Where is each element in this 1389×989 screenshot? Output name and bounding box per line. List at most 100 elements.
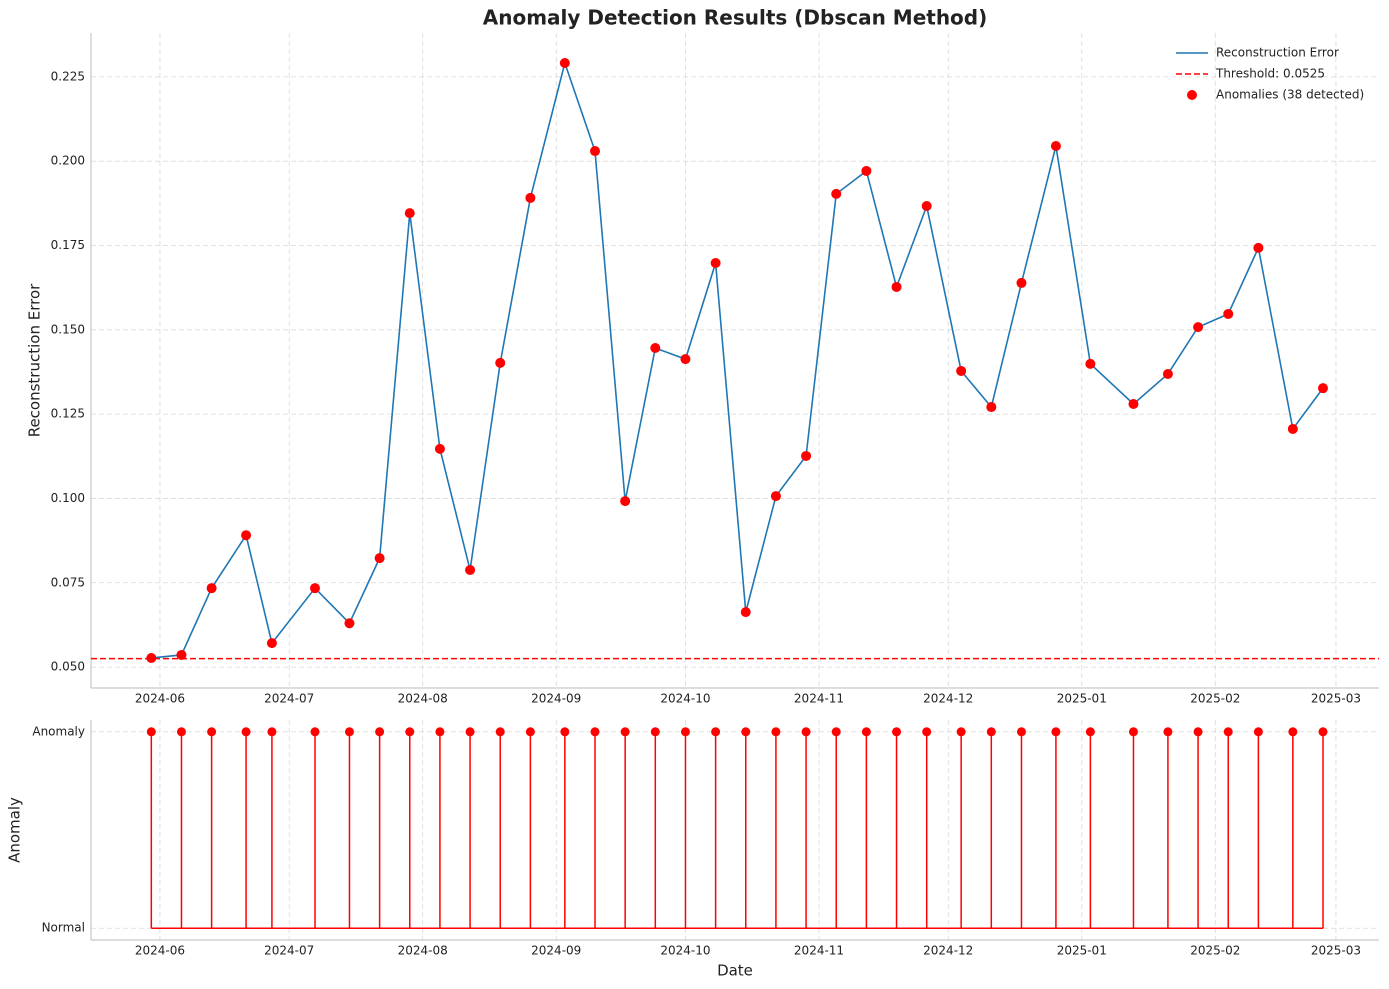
anomaly-point [495, 357, 506, 368]
stem-head [267, 727, 277, 737]
legend-key [1187, 90, 1197, 100]
x-tick-label: 2024-09 [531, 944, 581, 958]
stem-head [465, 727, 475, 737]
anomaly-point [176, 649, 187, 660]
x-tick-label: 2025-03 [1311, 692, 1361, 706]
anomaly-point [1050, 140, 1061, 151]
anomaly-point [921, 201, 932, 212]
y-tick-label: 0.050 [51, 660, 85, 674]
anomaly-point [344, 618, 355, 629]
stem-head [1051, 727, 1061, 737]
x-tick-label: 2024-11 [794, 944, 844, 958]
stem-head [1163, 727, 1173, 737]
x-tick-label: 2024-09 [531, 692, 581, 706]
anomaly-point [465, 564, 476, 575]
anomaly-point [1287, 423, 1298, 434]
y-tick-label: 0.075 [51, 575, 85, 589]
anomaly-point [680, 354, 691, 365]
stem-head [1223, 727, 1233, 737]
x-tick-label: 2025-02 [1190, 944, 1240, 958]
stem-head [1318, 727, 1328, 737]
anomaly-point [1193, 322, 1204, 333]
anomaly-point [1016, 277, 1027, 288]
stem-head [310, 727, 320, 737]
anomaly-point [1162, 368, 1173, 379]
anomaly-point [590, 146, 600, 157]
anomaly-point [1223, 308, 1234, 319]
anomaly-point [559, 58, 570, 69]
y-axis-label: Reconstruction Error [26, 283, 44, 437]
x-tick-label: 2024-06 [135, 692, 185, 706]
y-tick-label: 0.200 [51, 154, 85, 168]
stem-head [344, 727, 354, 737]
y-tick-label: 0.175 [51, 238, 85, 252]
legend-label: Threshold: 0.0525 [1215, 67, 1325, 81]
stem-head [956, 727, 966, 737]
stem-head [405, 727, 415, 737]
anomaly-point [310, 583, 320, 594]
stem-head [207, 727, 217, 737]
anomaly-point [801, 450, 812, 461]
x-tick-label: 2024-07 [264, 692, 314, 706]
stem-head [680, 727, 690, 737]
stem-head [146, 727, 156, 737]
anomaly-point [650, 343, 661, 354]
anomaly-point [956, 365, 967, 376]
chart-title: Anomaly Detection Results (Dbscan Method… [483, 6, 988, 30]
stem-head [892, 727, 902, 737]
x-tick-label: 2024-06 [135, 944, 185, 958]
x-tick-label: 2025-01 [1057, 692, 1107, 706]
stem-head [861, 727, 871, 737]
legend-label: Anomalies (38 detected) [1216, 88, 1364, 102]
stem-head [831, 727, 841, 737]
stem-head [771, 727, 781, 737]
y-tick-label: 0.225 [51, 69, 85, 83]
stem-head [176, 727, 186, 737]
anomaly-point [861, 165, 872, 176]
y-tick-label: Normal [42, 921, 85, 935]
x-axis-label: Date [717, 962, 753, 980]
anomaly-point [374, 553, 385, 564]
stem-head [560, 727, 570, 737]
stem-head [711, 727, 721, 737]
anomaly-point [831, 188, 842, 199]
anomaly-point [1253, 242, 1264, 253]
anomaly-point [206, 583, 217, 594]
anomaly-point [891, 281, 902, 292]
stem-head [1253, 727, 1263, 737]
legend-label: Reconstruction Error [1216, 46, 1339, 60]
y-tick-label: Anomaly [32, 724, 85, 738]
stem-head [620, 727, 630, 737]
anomaly-point [404, 208, 415, 219]
y-tick-label: 0.100 [51, 491, 85, 505]
x-tick-label: 2024-08 [398, 944, 448, 958]
y-axis-label: Anomaly [6, 797, 24, 863]
stem-head [525, 727, 535, 737]
stem-head [922, 727, 932, 737]
x-tick-label: 2025-03 [1311, 944, 1361, 958]
anomaly-point [241, 530, 252, 541]
anomaly-point [1128, 399, 1139, 410]
anomaly-point [1318, 383, 1328, 394]
anomaly-point [986, 402, 997, 413]
anomaly-point [525, 192, 536, 203]
stem-head [1193, 727, 1203, 737]
x-tick-label: 2024-07 [264, 944, 314, 958]
stem-head [650, 727, 660, 737]
x-tick-label: 2024-08 [398, 692, 448, 706]
anomaly-point [434, 443, 445, 454]
anomaly-point [770, 491, 781, 502]
anomaly-point [266, 638, 277, 649]
anomaly-point [1085, 358, 1096, 369]
stem-head [1288, 727, 1298, 737]
anomaly-point [620, 496, 631, 507]
stem-head [986, 727, 996, 737]
y-tick-label: 0.150 [51, 322, 85, 336]
stem-head [1085, 727, 1095, 737]
stem-head [801, 727, 811, 737]
anomaly-point [710, 258, 721, 269]
stem-head [495, 727, 505, 737]
x-tick-label: 2024-12 [923, 692, 973, 706]
